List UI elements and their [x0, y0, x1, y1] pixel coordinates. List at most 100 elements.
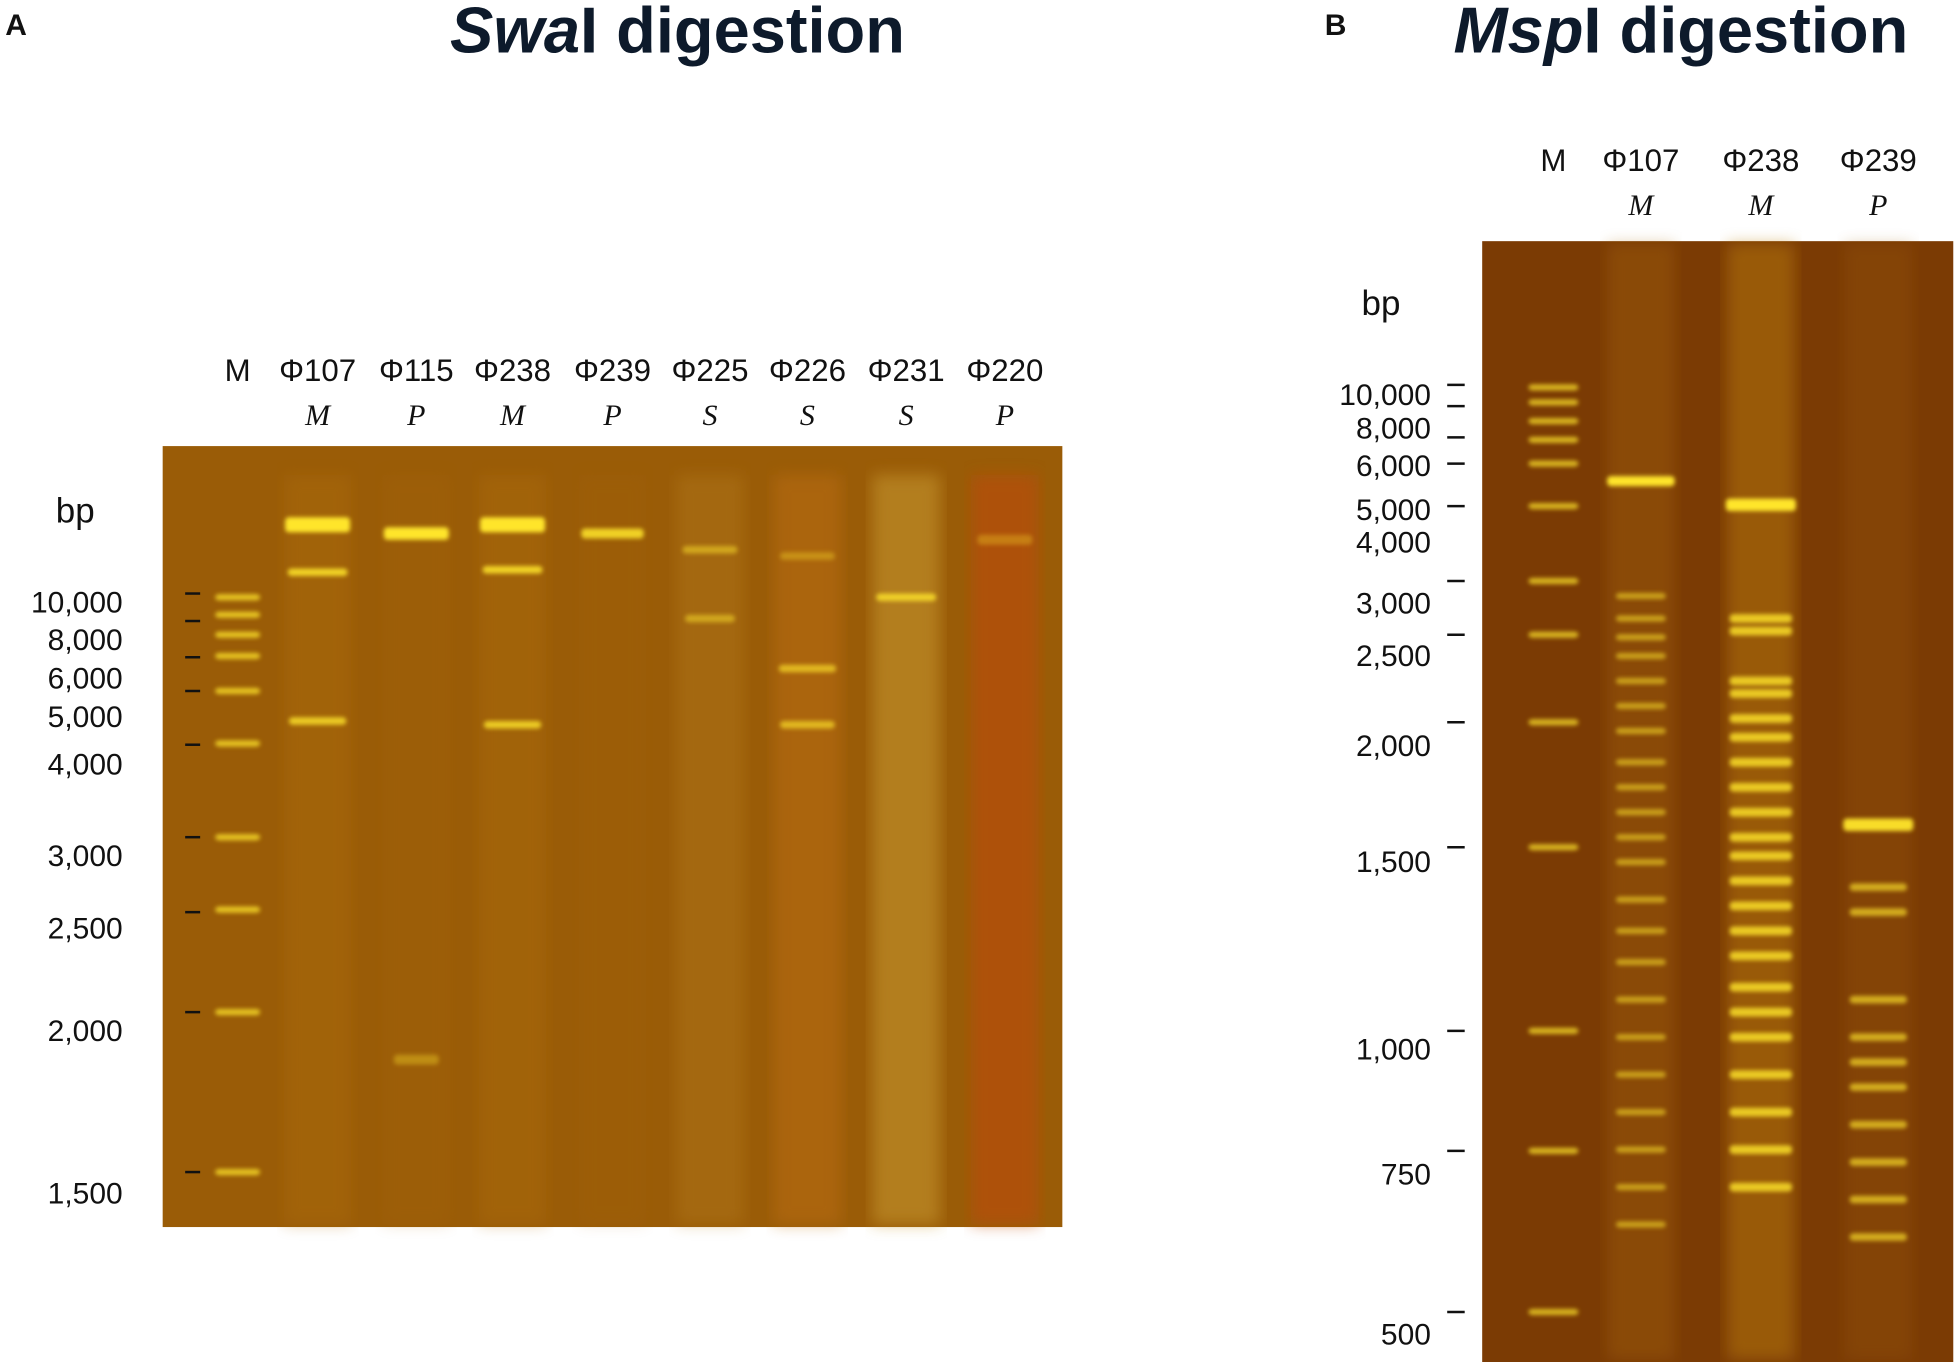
band — [1528, 384, 1579, 391]
marker-label: 5,000 — [1356, 494, 1431, 527]
band — [393, 1054, 439, 1065]
marker-label: 2,000 — [1356, 730, 1431, 763]
band — [215, 594, 261, 601]
band — [1615, 1071, 1666, 1078]
lane-name: M — [1540, 143, 1566, 178]
band — [215, 631, 261, 638]
lane-smear — [773, 474, 842, 1225]
unit-label: bp — [1362, 284, 1401, 323]
lane-smear — [1844, 243, 1913, 1360]
band — [1729, 832, 1793, 842]
band — [1615, 615, 1666, 622]
band — [1528, 417, 1579, 425]
lane-type: P — [1868, 189, 1887, 222]
lane-smear — [478, 474, 547, 1225]
lane-type: S — [899, 399, 914, 432]
band — [1528, 577, 1579, 585]
band — [482, 566, 543, 574]
band — [1615, 1108, 1666, 1116]
band — [1849, 1195, 1908, 1204]
band — [1615, 1221, 1666, 1228]
band — [682, 546, 738, 554]
band — [1729, 951, 1793, 961]
marker-label: 500 — [1381, 1319, 1431, 1352]
band — [1729, 689, 1793, 698]
title-italic: Msp — [1453, 0, 1583, 66]
panel-letter: B — [1325, 9, 1347, 42]
band — [1725, 498, 1796, 512]
lane-type: S — [800, 399, 815, 432]
band — [215, 1009, 261, 1016]
band — [1528, 1147, 1579, 1154]
band — [1729, 1007, 1793, 1017]
lane-name: Φ107 — [279, 353, 356, 388]
marker-label: 5,000 — [48, 701, 123, 734]
panel-title: MspI digestion — [1453, 0, 1908, 66]
marker-label: 1,500 — [48, 1177, 123, 1210]
title-rest: I digestion — [580, 0, 905, 66]
band — [1615, 896, 1666, 903]
band — [1729, 626, 1793, 636]
title-italic: Swa — [450, 0, 580, 66]
band — [1849, 995, 1908, 1004]
marker-label: 8,000 — [48, 624, 123, 657]
band — [1615, 727, 1666, 735]
band — [1729, 757, 1793, 767]
band — [1528, 436, 1579, 443]
lane-smear — [1727, 243, 1795, 1360]
band — [1729, 782, 1793, 792]
band — [215, 1168, 261, 1176]
band — [1729, 982, 1793, 992]
panel-title: SwaI digestion — [450, 0, 905, 66]
lane-name: Φ239 — [574, 353, 651, 388]
band — [215, 834, 261, 841]
band — [1849, 908, 1908, 916]
band — [383, 527, 449, 540]
band — [1729, 876, 1793, 886]
band — [1729, 732, 1793, 742]
band — [1528, 631, 1579, 638]
band — [1729, 851, 1793, 861]
panel-letter: A — [5, 9, 27, 42]
band — [1615, 927, 1666, 935]
band — [1615, 1146, 1666, 1153]
lane-name: Φ220 — [966, 353, 1043, 388]
band — [1528, 844, 1579, 851]
band — [288, 717, 347, 725]
band — [1729, 676, 1793, 686]
lane-type: P — [406, 399, 425, 432]
lane-name: Φ225 — [671, 353, 748, 388]
lane-smear — [1607, 243, 1675, 1360]
band — [1528, 1027, 1579, 1034]
lane-smear — [971, 474, 1039, 1225]
marker-label: 2,500 — [1356, 640, 1431, 673]
band — [1528, 399, 1579, 406]
band — [1528, 1308, 1579, 1316]
marker-label: 8,000 — [1356, 413, 1431, 446]
band — [1528, 460, 1579, 467]
band — [1615, 652, 1666, 660]
marker-label: 4,000 — [1356, 526, 1431, 559]
lane-name: Φ238 — [1722, 143, 1799, 178]
band — [1615, 759, 1666, 766]
band — [1615, 809, 1666, 816]
band — [1849, 1158, 1908, 1166]
lane-name: Φ226 — [769, 353, 846, 388]
band — [1615, 834, 1666, 841]
lane-name: Φ115 — [379, 353, 454, 388]
band — [1615, 634, 1666, 641]
lane-type: M — [304, 399, 332, 432]
band — [483, 720, 542, 729]
band — [1849, 1120, 1908, 1129]
band — [779, 552, 835, 560]
band — [1615, 1183, 1666, 1191]
band — [1729, 1032, 1793, 1042]
marker-label: 1,500 — [1356, 846, 1431, 879]
marker-label: 1,000 — [1356, 1034, 1431, 1067]
band — [215, 906, 261, 913]
band — [285, 517, 351, 533]
marker-label: 6,000 — [1356, 450, 1431, 483]
lane-smear — [676, 474, 744, 1225]
title-rest: I digestion — [1583, 0, 1908, 66]
